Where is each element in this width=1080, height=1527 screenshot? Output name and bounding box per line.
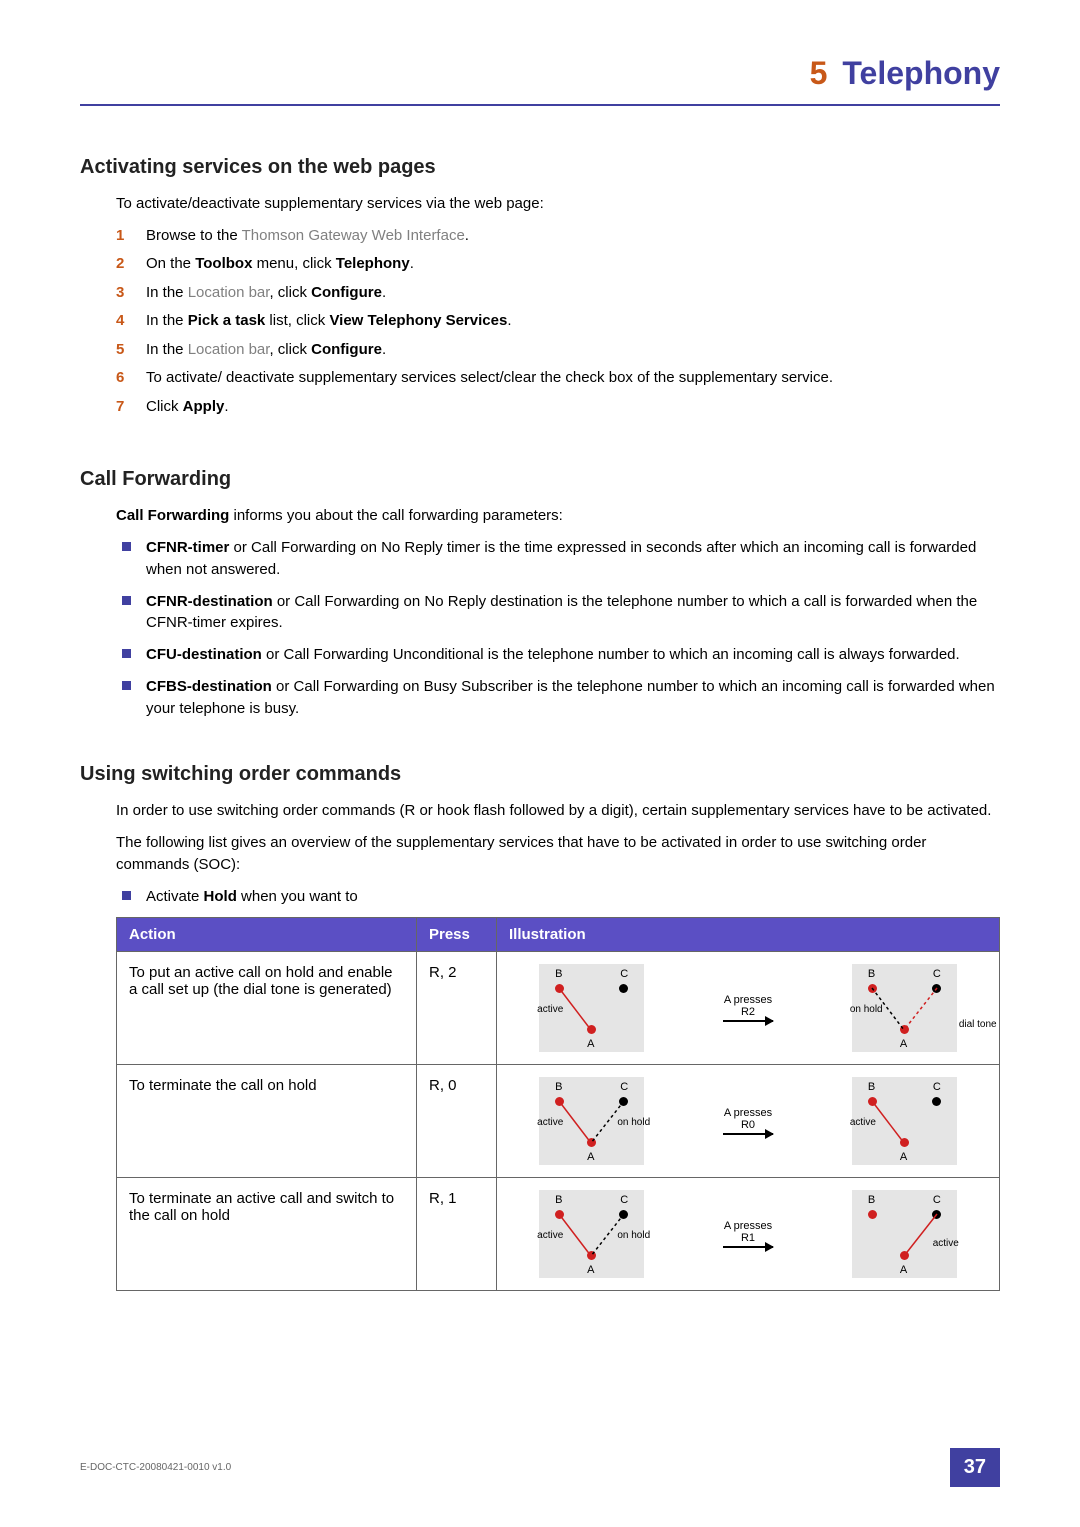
step-6: 6 To activate/ deactivate supplementary … (116, 367, 1000, 390)
th-press: Press (417, 918, 497, 952)
footer: E-DOC-CTC-20080421-0010 v1.0 37 (80, 1448, 1000, 1487)
cf-item: CFNR-destination or Call Forwarding on N… (116, 591, 1000, 635)
section2-intro: Call Forwarding informs you about the ca… (116, 505, 1000, 527)
table-row: To put an active call on hold and enable… (117, 952, 1000, 1065)
soc-bullet: Activate Hold when you want to (116, 886, 1000, 908)
doc-ref: E-DOC-CTC-20080421-0010 v1.0 (80, 1462, 231, 1473)
soc-bullets: Activate Hold when you want to (116, 886, 1000, 908)
illus-box: BCAactive (852, 1077, 957, 1165)
cell-press: R, 0 (417, 1065, 497, 1178)
cf-item: CFBS-destination or Call Forwarding on B… (116, 676, 1000, 720)
illus-box: BCAactive (852, 1190, 957, 1278)
chapter-title: Telephony (842, 55, 1000, 91)
gateway-link[interactable]: Thomson Gateway Web Interface (242, 227, 465, 244)
section1-title: Activating services on the web pages (80, 156, 1000, 179)
section2-title: Call Forwarding (80, 468, 1000, 491)
chapter-number: 5 (810, 55, 828, 91)
cell-illus: BCAactiveon hold A pressesR0 BCAactive (497, 1065, 1000, 1178)
arrow-label: A pressesR2 (710, 994, 785, 1022)
illus-box: BCAactiveon hold (539, 1077, 644, 1165)
table-row: To terminate an active call and switch t… (117, 1178, 1000, 1291)
illus-box: BCAactiveon hold (539, 1190, 644, 1278)
section3-title: Using switching order commands (80, 763, 1000, 786)
location-bar-link[interactable]: Location bar (188, 284, 270, 301)
section3-p2: The following list gives an overview of … (116, 832, 1000, 876)
cf-item: CFNR-timer or Call Forwarding on No Repl… (116, 537, 1000, 581)
step-5: 5 In the Location bar, click Configure. (116, 339, 1000, 362)
cell-action: To terminate an active call and switch t… (117, 1178, 417, 1291)
arrow-label: A pressesR0 (710, 1107, 785, 1135)
steps-list: 1 Browse to the Thomson Gateway Web Inte… (116, 225, 1000, 419)
section1-intro: To activate/deactivate supplementary ser… (116, 193, 1000, 215)
page: 5 Telephony Activating services on the w… (0, 0, 1080, 1351)
step-1: 1 Browse to the Thomson Gateway Web Inte… (116, 225, 1000, 248)
step-3: 3 In the Location bar, click Configure. (116, 282, 1000, 305)
illus-box: BCAon holddial tone (852, 964, 957, 1052)
section3-body: In order to use switching order commands… (116, 800, 1000, 1291)
chapter-header: 5 Telephony (80, 55, 1000, 106)
section1-body: To activate/deactivate supplementary ser… (116, 193, 1000, 418)
cell-illus: BCAactive A pressesR2 BCAon holddial tone (497, 952, 1000, 1065)
section3-p1: In order to use switching order commands… (116, 800, 1000, 822)
table-row: To terminate the call on holdR, 0BCAacti… (117, 1065, 1000, 1178)
location-bar-link-2[interactable]: Location bar (188, 341, 270, 358)
cell-press: R, 1 (417, 1178, 497, 1291)
cell-press: R, 2 (417, 952, 497, 1065)
step-7: 7 Click Apply. (116, 396, 1000, 419)
cell-action: To put an active call on hold and enable… (117, 952, 417, 1065)
arrow-label: A pressesR1 (710, 1220, 785, 1248)
step-4: 4 In the Pick a task list, click View Te… (116, 310, 1000, 333)
th-action: Action (117, 918, 417, 952)
cf-list: CFNR-timer or Call Forwarding on No Repl… (116, 537, 1000, 719)
th-illus: Illustration (497, 918, 1000, 952)
step-2: 2 On the Toolbox menu, click Telephony. (116, 253, 1000, 276)
cf-item: CFU-destination or Call Forwarding Uncon… (116, 644, 1000, 666)
page-number: 37 (950, 1448, 1000, 1487)
cell-illus: BCAactiveon hold A pressesR1 BCAactive (497, 1178, 1000, 1291)
section2-body: Call Forwarding informs you about the ca… (116, 505, 1000, 719)
soc-table: Action Press Illustration To put an acti… (116, 917, 1000, 1291)
cell-action: To terminate the call on hold (117, 1065, 417, 1178)
illus-box: BCAactive (539, 964, 644, 1052)
